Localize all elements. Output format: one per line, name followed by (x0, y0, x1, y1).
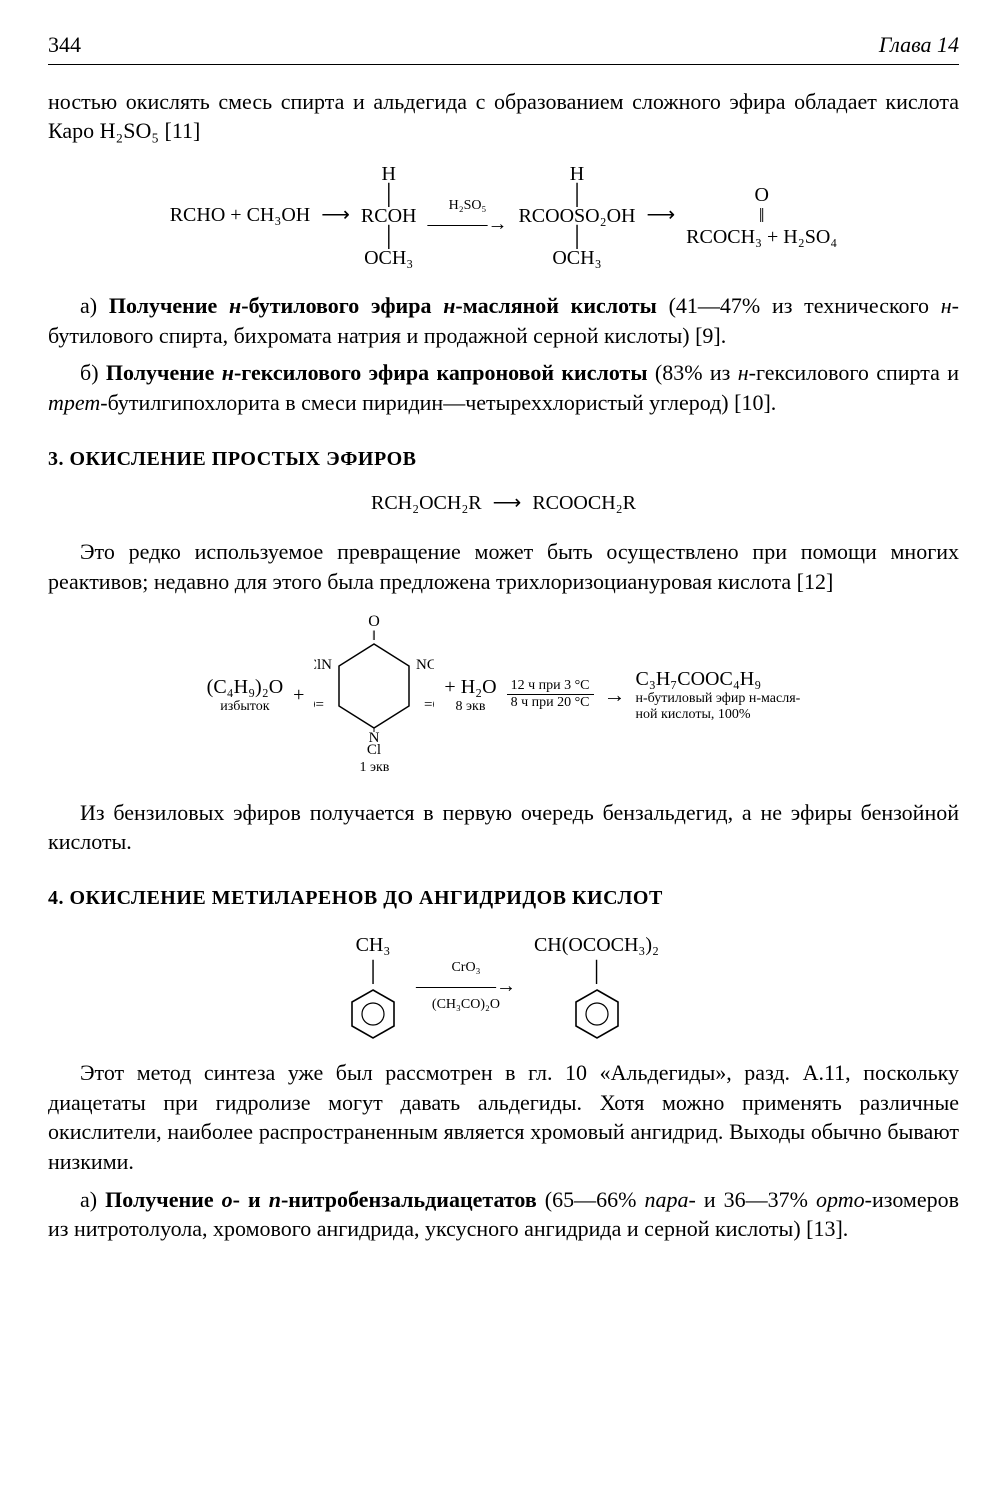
eq1-mid2: H │ RCOOSO₂OH │ OCH₃ (518, 164, 635, 269)
eq1-arrow-labeled: H₂SO₅ ———→ (421, 198, 513, 235)
s4-left-sub: CH₃ (348, 932, 398, 959)
section-4-item-a-text: а) Получение о- и п-нитробензальдиацетат… (48, 1187, 959, 1242)
svg-text:Cl: Cl (367, 742, 381, 754)
s3-eq-rhs: RCOOCH₂R (532, 492, 636, 514)
eq1-rhs: O ‖ RCOCH₃ + H₂SO₄ (686, 185, 837, 248)
svg-text:=O: =O (424, 697, 434, 713)
page-number: 344 (48, 30, 81, 60)
s3-product: C₃H₇COOC₄H₉ (636, 667, 801, 691)
item-b-text: б) Получение н-гексилового эфира капроно… (48, 360, 959, 415)
benzene-icon (572, 986, 622, 1040)
s3-h2o-note: 8 экв (444, 699, 496, 714)
s3-eq-lhs: RCH₂OCH₂R (371, 492, 482, 514)
s4-arrow: CrO₃ ————→ (CH₃CO)₂O (410, 960, 522, 1013)
section-4-heading: 4. ОКИСЛЕНИЕ МЕТИЛАРЕНОВ ДО АНГИДРИДОВ К… (48, 885, 959, 912)
s3-conditions: 12 ч при 3 °C 8 ч при 20 °C (507, 678, 594, 711)
scheme-3: (C₄H₉)₂O избыток + O ‖ ClN NCl O= =O N C… (48, 614, 959, 775)
intro-paragraph: ностью окислять смесь спирта и альдегида… (48, 87, 959, 146)
svg-text:O=: O= (314, 697, 324, 713)
s3-reactant-note: избыток (207, 699, 283, 714)
page-header: 344 Глава 14 (48, 30, 959, 65)
triazine-ring: O ‖ ClN NCl O= =O N Cl 1 экв (314, 614, 434, 775)
item-a-text: а) Получение н-бутилового эфира н-маслян… (48, 293, 959, 348)
eq1-mid1: H │ RCOH │ OCH₃ (361, 164, 417, 269)
section-4-scheme: CH₃ │ CrO₃ ————→ (CH₃CO)₂O CH(OCOCH₃)₂ │ (48, 932, 959, 1040)
s3-product-note-2: ной кислоты, 100% (636, 707, 801, 722)
benzene-icon (348, 986, 398, 1040)
chapter-label: Глава 14 (879, 30, 959, 60)
s3-reactant: (C₄H₉)₂O (207, 675, 283, 699)
svg-text:ClN: ClN (314, 657, 332, 673)
section-4-para: Этот метод синтеза уже был рассмотрен в … (48, 1058, 959, 1177)
item-b: б) Получение н-гексилового эфира капроно… (48, 358, 959, 417)
s4-right-sub: CH(OCOCH₃)₂ (534, 932, 659, 959)
section-3-heading: 3. ОКИСЛЕНИЕ ПРОСТЫХ ЭФИРОВ (48, 446, 959, 473)
svg-text:‖: ‖ (372, 629, 376, 644)
section-3-eq: RCH₂OCH₂R ⟶ RCOOCH₂R (48, 491, 959, 515)
item-a: а) Получение н-бутилового эфира н-маслян… (48, 291, 959, 350)
svg-text:NCl: NCl (416, 657, 434, 673)
equation-1: RCHO + CH₃OH ⟶ H │ RCOH │ OCH₃ H₂SO₅ ———… (48, 164, 959, 269)
section-3-para: Это редко используемое превращение может… (48, 537, 959, 596)
section-3-tail: Из бензиловых эфиров получается в первую… (48, 798, 959, 857)
section-4-item-a: а) Получение о- и п-нитробензальдиацетат… (48, 1185, 959, 1244)
s3-product-note-1: н-бутиловый эфир н-масля- (636, 691, 801, 706)
eq1-lhs: RCHO + CH₃OH (170, 204, 311, 226)
s3-h2o: + H₂O (444, 675, 496, 699)
svg-text:O: O (369, 614, 381, 630)
